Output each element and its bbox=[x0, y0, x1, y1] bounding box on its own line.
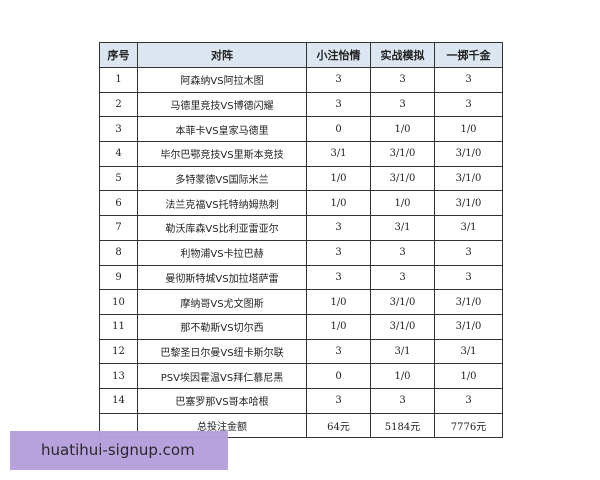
header-row: 序号 对阵 小注怡情 实战模拟 一掷千金 bbox=[99, 42, 503, 68]
table-row: 3 本菲卡VS皇家马德里 0 1/0 1/0 bbox=[99, 116, 503, 143]
match-cell: 曼彻斯特城VS加拉塔萨雷 bbox=[137, 264, 307, 291]
table-row: 9 曼彻斯特城VS加拉塔萨雷 3 3 3 bbox=[99, 264, 503, 291]
pick-cell: 3/1 bbox=[370, 215, 435, 241]
match-cell: 本菲卡VS皇家马德里 bbox=[137, 116, 307, 143]
match-cell: 巴塞罗那VS哥本哈根 bbox=[137, 387, 307, 414]
pick-cell: 3/1/0 bbox=[370, 289, 435, 315]
match-cell: PSV埃因霍温VS拜仁慕尼黑 bbox=[137, 363, 307, 389]
row-number: 12 bbox=[99, 338, 138, 365]
row-number: 8 bbox=[99, 239, 138, 266]
pick-cell: 3 bbox=[306, 91, 371, 118]
match-cell: 多特蒙德VS国际米兰 bbox=[137, 165, 307, 192]
match-cell: 毕尔巴鄂竞技VS里斯本竞技 bbox=[137, 141, 307, 167]
table-row: 11 那不勒斯VS切尔西 1/0 3/1/0 3/1/0 bbox=[99, 313, 503, 340]
column-header: 序号 bbox=[99, 42, 138, 68]
row-number: 9 bbox=[99, 264, 138, 291]
pick-cell: 3/1 bbox=[434, 338, 503, 365]
match-cell: 巴黎圣日尔曼VS纽卡斯尔联 bbox=[137, 338, 307, 365]
pick-cell: 3 bbox=[370, 264, 435, 291]
pick-cell: 1/0 bbox=[370, 190, 435, 217]
total-value: 5184元 bbox=[370, 412, 435, 439]
pick-cell: 1/0 bbox=[306, 313, 371, 340]
pick-cell: 3/1/0 bbox=[370, 165, 435, 192]
pick-cell: 1/0 bbox=[370, 363, 435, 389]
pick-cell: 3 bbox=[434, 264, 503, 291]
pick-cell: 3 bbox=[306, 387, 371, 414]
table-row: 12 巴黎圣日尔曼VS纽卡斯尔联 3 3/1 3/1 bbox=[99, 338, 503, 365]
pick-cell: 0 bbox=[306, 363, 371, 389]
row-number: 1 bbox=[99, 67, 138, 93]
pick-cell: 3/1 bbox=[370, 338, 435, 365]
total-value: 7776元 bbox=[434, 412, 503, 439]
pick-cell: 3 bbox=[370, 67, 435, 93]
column-header: 实战模拟 bbox=[370, 42, 435, 68]
pick-cell: 3 bbox=[306, 264, 371, 291]
pick-cell: 0 bbox=[306, 116, 371, 143]
match-cell: 阿森纳VS阿拉木图 bbox=[137, 67, 307, 93]
pick-cell: 3/1/0 bbox=[370, 141, 435, 167]
pick-cell: 3 bbox=[306, 239, 371, 266]
pick-cell: 3 bbox=[306, 338, 371, 365]
table-row: 5 多特蒙德VS国际米兰 1/0 3/1/0 3/1/0 bbox=[99, 165, 503, 192]
pick-cell: 3 bbox=[434, 67, 503, 93]
column-header: 小注怡情 bbox=[306, 42, 371, 68]
match-cell: 勒沃库森VS比利亚雷亚尔 bbox=[137, 215, 307, 241]
pick-cell: 3/1/0 bbox=[434, 289, 503, 315]
pick-cell: 1/0 bbox=[306, 289, 371, 315]
pick-cell: 1/0 bbox=[434, 116, 503, 143]
table-row: 1 阿森纳VS阿拉木图 3 3 3 bbox=[99, 67, 503, 93]
row-number: 10 bbox=[99, 289, 138, 315]
column-header: 一掷千金 bbox=[434, 42, 503, 68]
pick-cell: 3/1/0 bbox=[434, 190, 503, 217]
match-cell: 利物浦VS卡拉巴赫 bbox=[137, 239, 307, 266]
pick-cell: 3/1 bbox=[434, 215, 503, 241]
row-number: 14 bbox=[99, 387, 138, 414]
table-row: 13 PSV埃因霍温VS拜仁慕尼黑 0 1/0 1/0 bbox=[99, 363, 503, 389]
watermark: huatihui-signup.com bbox=[10, 431, 228, 470]
table-row: 7 勒沃库森VS比利亚雷亚尔 3 3/1 3/1 bbox=[99, 215, 503, 241]
pick-cell: 3 bbox=[370, 239, 435, 266]
pick-cell: 3 bbox=[306, 215, 371, 241]
row-number: 13 bbox=[99, 363, 138, 389]
total-value: 64元 bbox=[306, 412, 371, 439]
pick-cell: 3/1/0 bbox=[370, 313, 435, 340]
pick-cell: 1/0 bbox=[370, 116, 435, 143]
pick-cell: 1/0 bbox=[434, 363, 503, 389]
pick-cell: 3 bbox=[434, 387, 503, 414]
match-cell: 法兰克福VS托特纳姆热刺 bbox=[137, 190, 307, 217]
pick-cell: 3 bbox=[306, 67, 371, 93]
row-number: 11 bbox=[99, 313, 138, 340]
row-number: 2 bbox=[99, 91, 138, 118]
match-cell: 摩纳哥VS尤文图斯 bbox=[137, 289, 307, 315]
table-row: 10 摩纳哥VS尤文图斯 1/0 3/1/0 3/1/0 bbox=[99, 289, 503, 315]
betting-table: 序号 对阵 小注怡情 实战模拟 一掷千金 1 阿森纳VS阿拉木图 3 3 3 2 马德里竞技VS博德… bbox=[99, 42, 503, 439]
pick-cell: 3/1 bbox=[306, 141, 371, 167]
row-number: 5 bbox=[99, 165, 138, 192]
row-number: 3 bbox=[99, 116, 138, 143]
pick-cell: 1/0 bbox=[306, 190, 371, 217]
pick-cell: 3 bbox=[370, 387, 435, 414]
pick-cell: 3 bbox=[370, 91, 435, 118]
row-number: 7 bbox=[99, 215, 138, 241]
table-row: 2 马德里竞技VS博德闪耀 3 3 3 bbox=[99, 91, 503, 118]
row-number: 4 bbox=[99, 141, 138, 167]
pick-cell: 1/0 bbox=[306, 165, 371, 192]
table-row: 14 巴塞罗那VS哥本哈根 3 3 3 bbox=[99, 387, 503, 414]
row-number: 6 bbox=[99, 190, 138, 217]
pick-cell: 3/1/0 bbox=[434, 313, 503, 340]
table-row: 4 毕尔巴鄂竞技VS里斯本竞技 3/1 3/1/0 3/1/0 bbox=[99, 141, 503, 167]
column-header: 对阵 bbox=[137, 42, 307, 68]
table-row: 6 法兰克福VS托特纳姆热刺 1/0 1/0 3/1/0 bbox=[99, 190, 503, 217]
match-cell: 马德里竞技VS博德闪耀 bbox=[137, 91, 307, 118]
table-row: 8 利物浦VS卡拉巴赫 3 3 3 bbox=[99, 239, 503, 266]
pick-cell: 3/1/0 bbox=[434, 165, 503, 192]
pick-cell: 3 bbox=[434, 239, 503, 266]
match-cell: 那不勒斯VS切尔西 bbox=[137, 313, 307, 340]
pick-cell: 3/1/0 bbox=[434, 141, 503, 167]
pick-cell: 3 bbox=[434, 91, 503, 118]
